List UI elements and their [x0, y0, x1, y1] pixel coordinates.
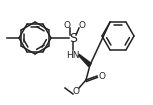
Text: O: O [73, 87, 80, 96]
Text: S: S [69, 32, 77, 45]
Text: O: O [78, 20, 86, 30]
Text: O: O [99, 72, 106, 81]
Text: O: O [63, 20, 71, 30]
Text: HN: HN [66, 51, 80, 60]
Polygon shape [79, 55, 91, 66]
